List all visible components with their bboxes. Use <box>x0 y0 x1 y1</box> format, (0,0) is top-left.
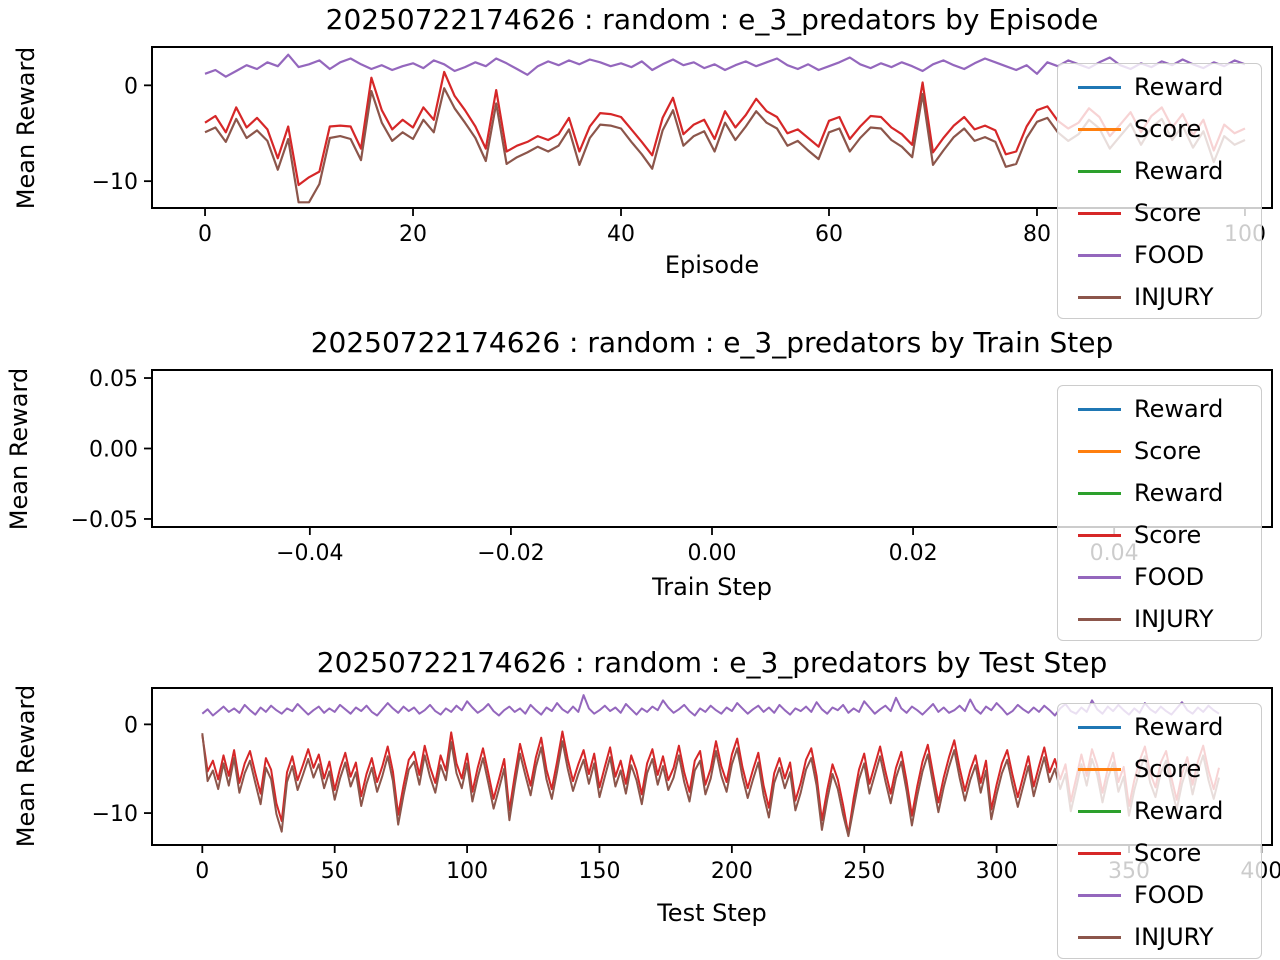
chart-trainstep-xlabel: Train Step <box>652 573 772 601</box>
legend-item: Score <box>1058 430 1261 472</box>
chart-teststep-legend: Reward Score Reward Score FOOD INJURY <box>1057 703 1262 959</box>
legend-line-swatch <box>1078 767 1121 771</box>
chart-teststep-ylabel: Mean Reward <box>12 684 40 848</box>
chart-episode-xlabel: Episode <box>664 251 760 279</box>
legend-item: FOOD <box>1058 874 1261 916</box>
axes-spines <box>151 46 1273 209</box>
axes-spines <box>151 687 1273 846</box>
x-tick-label: 100 <box>446 859 488 884</box>
legend-line-swatch <box>1078 533 1121 537</box>
legend-label: INJURY <box>1134 283 1214 311</box>
axes-1: −0.04−0.020.000.020.040.050.00−0.05 <box>71 367 1273 566</box>
legend-label: FOOD <box>1134 241 1205 269</box>
legend-line-swatch <box>1078 725 1121 729</box>
x-tick-label: 20 <box>399 222 427 247</box>
legend-item: INJURY <box>1058 916 1261 958</box>
line-series-score <box>201 730 1220 836</box>
legend-item: Reward <box>1058 790 1261 832</box>
x-tick-label: −0.04 <box>276 541 343 566</box>
line-series-food <box>201 694 1220 717</box>
legend-line-swatch <box>1078 491 1121 495</box>
chart-episode-ylabel: Mean Reward <box>12 46 40 210</box>
legend-line-swatch <box>1078 169 1121 173</box>
legend-label: Score <box>1134 199 1202 227</box>
x-tick-label: −0.02 <box>477 541 544 566</box>
legend-item: INJURY <box>1058 598 1261 640</box>
chart-episode-legend: Reward Score Reward Score FOOD INJURY <box>1057 63 1262 319</box>
legend-label: Score <box>1134 521 1202 549</box>
legend-line-swatch <box>1078 809 1121 813</box>
line-series-injury <box>201 733 1220 838</box>
legend-item: Score <box>1058 832 1261 874</box>
legend-item: INJURY <box>1058 276 1261 318</box>
legend-label: FOOD <box>1134 881 1205 909</box>
x-tick-label: 250 <box>843 859 885 884</box>
legend-line-swatch <box>1078 935 1121 939</box>
legend-line-swatch <box>1078 127 1121 131</box>
legend-line-swatch <box>1078 617 1121 621</box>
x-tick-label: 0 <box>195 859 209 884</box>
x-tick-label: 40 <box>607 222 635 247</box>
legend-line-swatch <box>1078 253 1121 257</box>
legend-item: FOOD <box>1058 234 1261 276</box>
x-tick-label: 300 <box>976 859 1018 884</box>
legend-line-swatch <box>1078 211 1121 215</box>
chart-trainstep-legend: Reward Score Reward Score FOOD INJURY <box>1057 385 1262 641</box>
x-tick-label: 0.02 <box>889 541 938 566</box>
y-tick-label: 0 <box>124 713 138 738</box>
chart-teststep-xlabel: Test Step <box>657 899 767 927</box>
y-tick-label: 0.00 <box>89 438 138 463</box>
legend-line-swatch <box>1078 893 1121 897</box>
legend-item: Reward <box>1058 706 1261 748</box>
line-series-food <box>204 53 1246 78</box>
legend-line-swatch <box>1078 449 1121 453</box>
legend-item: Reward <box>1058 150 1261 192</box>
legend-label: Score <box>1134 115 1202 143</box>
y-tick-label: 0 <box>124 74 138 99</box>
legend-item: Score <box>1058 108 1261 150</box>
legend-label: Reward <box>1134 157 1224 185</box>
legend-line-swatch <box>1078 407 1121 411</box>
legend-item: Score <box>1058 192 1261 234</box>
legend-item: Score <box>1058 748 1261 790</box>
legend-item: Reward <box>1058 66 1261 108</box>
x-tick-label: 60 <box>815 222 843 247</box>
x-tick-label: 50 <box>321 859 349 884</box>
legend-label: Reward <box>1134 797 1224 825</box>
legend-line-swatch <box>1078 295 1121 299</box>
legend-line-swatch <box>1078 85 1121 89</box>
legend-label: Reward <box>1134 713 1224 741</box>
legend-item: Reward <box>1058 472 1261 514</box>
x-tick-label: 150 <box>578 859 620 884</box>
x-tick-label: 200 <box>711 859 753 884</box>
legend-label: Score <box>1134 839 1202 867</box>
chart-teststep-title: 20250722174626 : random : e_3_predators … <box>316 646 1108 679</box>
legend-item: FOOD <box>1058 556 1261 598</box>
legend-label: Score <box>1134 437 1202 465</box>
legend-item: Reward <box>1058 388 1261 430</box>
y-tick-label: −0.05 <box>71 508 138 533</box>
y-tick-label: −10 <box>92 802 138 827</box>
legend-item: Score <box>1058 514 1261 556</box>
legend-label: Reward <box>1134 395 1224 423</box>
y-tick-label: 0.05 <box>89 367 138 392</box>
chart-trainstep-ylabel: Mean Reward <box>5 367 33 531</box>
legend-label: Reward <box>1134 479 1224 507</box>
legend-label: Score <box>1134 755 1202 783</box>
legend-label: INJURY <box>1134 923 1214 951</box>
legend-label: Reward <box>1134 73 1224 101</box>
legend-line-swatch <box>1078 575 1121 579</box>
legend-label: INJURY <box>1134 605 1214 633</box>
x-tick-label: 0.00 <box>688 541 737 566</box>
x-tick-label: 80 <box>1023 222 1051 247</box>
legend-label: FOOD <box>1134 563 1205 591</box>
y-tick-label: −10 <box>92 170 138 195</box>
x-tick-label: 0 <box>198 222 212 247</box>
legend-line-swatch <box>1078 851 1121 855</box>
chart-episode-title: 20250722174626 : random : e_3_predators … <box>325 3 1099 36</box>
chart-trainstep-title: 20250722174626 : random : e_3_predators … <box>310 326 1114 359</box>
